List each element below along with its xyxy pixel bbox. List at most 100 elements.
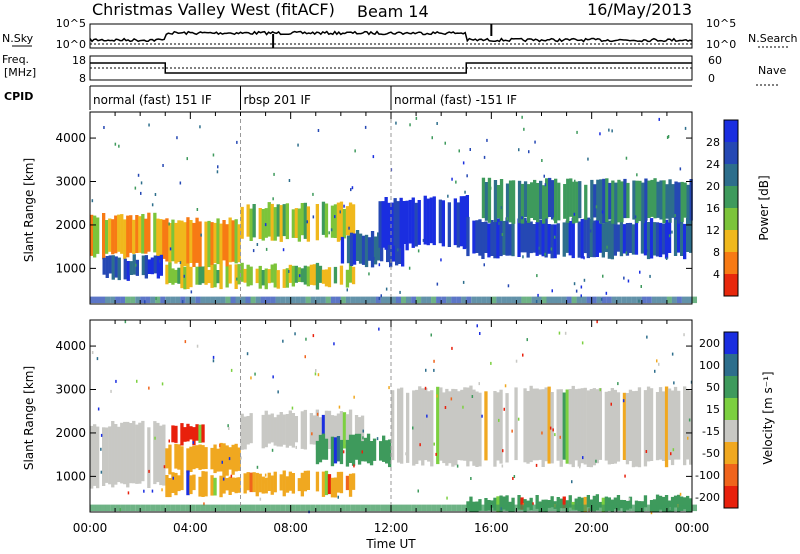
- heatmap-cell: [611, 180, 615, 224]
- heatmap-cell: [541, 389, 545, 467]
- heatmap-cell: [261, 270, 265, 286]
- heatmap-cell: [310, 296, 316, 304]
- heatmap-cell: [330, 477, 335, 498]
- heatmap-cell: [658, 495, 663, 510]
- heatmap-speck: [511, 429, 513, 433]
- heatmap-cell: [521, 504, 527, 512]
- heatmap-cell: [95, 504, 101, 512]
- heatmap-cell: [511, 221, 515, 257]
- heatmap-cell: [686, 389, 690, 460]
- colorbar-swatch: [724, 442, 738, 464]
- heatmap-speck: [176, 136, 178, 140]
- y-tick-label: 1000: [55, 469, 86, 483]
- heatmap-speck: [161, 382, 164, 386]
- heatmap-cell: [417, 200, 421, 245]
- heatmap-speck: [481, 414, 483, 418]
- heatmap-cell: [577, 221, 581, 258]
- heatmap-cell: [318, 265, 323, 283]
- heatmap-cell: [496, 392, 500, 461]
- heatmap-speck: [575, 289, 578, 293]
- station-title: Christmas Valley West (fitACF): [92, 0, 335, 19]
- heatmap-speck: [316, 412, 319, 416]
- heatmap-speck: [143, 489, 145, 493]
- heatmap-cell: [592, 220, 597, 258]
- heatmap-cell: [561, 296, 567, 304]
- heatmap-cell: [183, 427, 187, 442]
- heatmap-cell: [115, 296, 121, 304]
- heatmap-speck: [426, 414, 428, 418]
- heatmap-cell: [418, 386, 422, 461]
- colorbar-tick-label: 24: [706, 158, 720, 171]
- heatmap-cell: [550, 224, 554, 259]
- heatmap-cell: [535, 388, 539, 461]
- heatmap-cell: [384, 197, 388, 250]
- x-tick-labels: 00:00 04:00 08:00 12:00 16:00 20:00 00:00: [73, 521, 710, 535]
- heatmap-cell: [168, 223, 172, 268]
- heatmap-cell: [620, 181, 624, 223]
- heatmap-cell: [327, 267, 332, 288]
- heatmap-cell: [491, 504, 497, 512]
- heatmap-speck: [148, 469, 150, 473]
- heatmap-cell: [673, 386, 678, 460]
- heatmap-cell: [243, 416, 247, 450]
- heatmap-speck: [650, 511, 653, 515]
- heatmap-cell: [240, 262, 244, 282]
- x-tick-label: 08:00: [273, 521, 308, 535]
- heatmap-cell: [100, 504, 106, 512]
- heatmap-cell: [481, 504, 487, 512]
- heatmap-cell: [536, 296, 542, 304]
- heatmap-cell: [93, 424, 97, 486]
- heatmap-cell: [604, 391, 609, 461]
- heatmap-cell: [569, 178, 573, 217]
- heatmap-cell: [454, 389, 458, 466]
- heatmap-cell: [469, 496, 473, 512]
- heatmap-cell: [305, 296, 311, 304]
- heatmap-cell: [607, 497, 612, 511]
- colorbar-frame: [723, 119, 739, 297]
- heatmap-speck: [536, 274, 538, 278]
- heatmap-speck: [501, 233, 504, 236]
- heatmap-cell: [606, 296, 612, 304]
- heatmap-cell: [571, 217, 575, 259]
- heatmap-cell: [456, 504, 462, 512]
- heatmap-speck: [458, 149, 460, 153]
- heatmap-cell: [429, 197, 433, 244]
- heatmap-cell: [348, 434, 353, 463]
- heatmap-cell: [129, 215, 133, 253]
- heatmap-cell: [471, 296, 477, 304]
- heatmap-speck: [504, 384, 507, 388]
- heatmap-speck: [515, 359, 518, 363]
- heatmap-cell: [174, 443, 178, 469]
- heatmap-speck: [154, 193, 157, 196]
- heatmap-speck: [203, 502, 205, 506]
- heatmap-cell: [129, 261, 133, 275]
- velocity-heatmap: [90, 320, 698, 515]
- heatmap-speck: [523, 127, 525, 131]
- colorbar-tick-label: -15: [702, 425, 720, 438]
- heatmap-cell: [416, 296, 422, 304]
- heatmap-cell: [614, 182, 618, 225]
- y-tick-label: 3000: [55, 383, 86, 397]
- heatmap-speck: [337, 495, 339, 499]
- power-ylabel: Slant Range [km]: [22, 158, 36, 262]
- heatmap-cell: [240, 413, 244, 450]
- heatmap-speck: [378, 327, 380, 331]
- heatmap-cell: [270, 413, 274, 443]
- heatmap-speck: [595, 205, 598, 209]
- heatmap-speck: [196, 344, 199, 348]
- heatmap-cell: [90, 296, 96, 304]
- heatmap-cell: [421, 388, 425, 466]
- heatmap-cell: [160, 296, 166, 304]
- heatmap-cell: [252, 472, 256, 493]
- y-tick-label: 1000: [55, 261, 86, 275]
- heatmap-cell: [421, 504, 427, 512]
- heatmap-cell: [225, 296, 231, 304]
- heatmap-cell: [683, 386, 687, 466]
- heatmap-cell: [213, 264, 217, 288]
- colorbar-swatch: [724, 486, 738, 508]
- heatmap-cell: [290, 296, 296, 304]
- heatmap-cell: [340, 236, 345, 264]
- heatmap-speck: [295, 445, 297, 449]
- heatmap-speck: [645, 249, 648, 253]
- heatmap-cell: [246, 416, 250, 445]
